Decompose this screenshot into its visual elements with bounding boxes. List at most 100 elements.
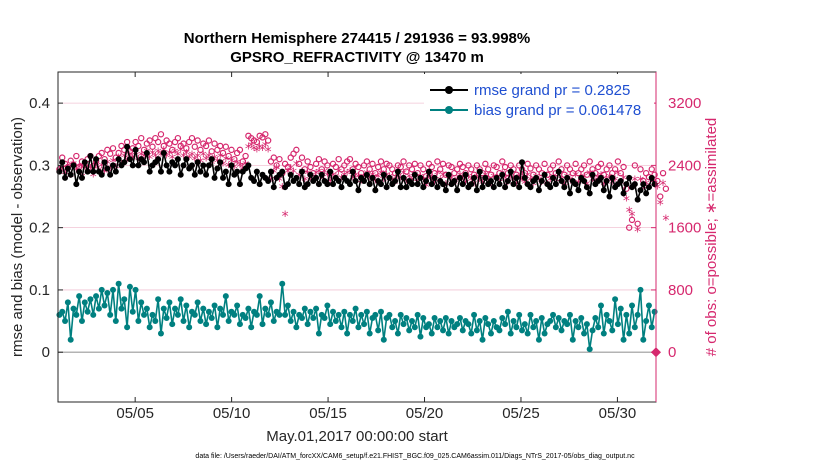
rmse-point [623, 181, 630, 188]
rmse-point [143, 149, 150, 156]
obs-possible-point [583, 171, 591, 178]
bias-point [98, 286, 105, 293]
obs-assimilated-point: * [324, 169, 331, 185]
obs-assimilated-point: * [440, 169, 447, 185]
obs-assimilated-point: * [623, 193, 630, 209]
obs-assimilated-point: * [629, 209, 636, 225]
bias-point [107, 311, 114, 318]
bias-point [454, 321, 461, 328]
obs-assimilated-point: * [634, 225, 641, 241]
legend-marker-rmse [445, 86, 453, 94]
bias-point [558, 327, 565, 334]
bias-point [183, 302, 190, 309]
obs-assimilated-point: * [366, 172, 373, 188]
bias-point [440, 327, 447, 334]
bias-point [64, 299, 71, 306]
bias-point [205, 308, 212, 315]
rmse-point [245, 162, 252, 169]
obs-assimilated-point: * [425, 169, 432, 185]
bias-point [476, 318, 483, 325]
rmse-point [172, 162, 179, 169]
rmse-point [307, 171, 314, 178]
obs-assimilated-point: * [301, 174, 308, 190]
bias-point [270, 318, 277, 325]
obs-possible-point [580, 162, 588, 169]
bias-point [242, 314, 249, 321]
rmse-point [482, 174, 489, 181]
obs-possible-point [166, 140, 173, 147]
bias-point [330, 308, 337, 315]
obs-assimilated-point: * [662, 213, 669, 229]
bias-point [160, 305, 167, 312]
bias-point [256, 293, 263, 300]
obs-assimilated-point: * [397, 172, 404, 188]
bias-point [349, 318, 356, 325]
bias-point [648, 324, 655, 331]
obs-assimilated-point: * [352, 169, 359, 185]
rmse-point [620, 190, 627, 197]
rmse-point [363, 171, 370, 178]
bias-point [259, 321, 266, 328]
bias-point [174, 311, 181, 318]
bias-point [595, 324, 602, 331]
obs-assimilated-point: * [279, 182, 286, 198]
rmse-point [349, 168, 356, 175]
obs-possible-point [363, 158, 371, 165]
obs-possible-point [397, 163, 404, 171]
bias-point [538, 314, 545, 321]
bias-point [597, 302, 604, 309]
bias-point [572, 318, 579, 325]
bias-point [287, 318, 294, 325]
bias-point [344, 330, 351, 337]
y-tick-label: 0.3 [29, 157, 50, 174]
bias-point [448, 318, 455, 325]
obs-possible-point [106, 150, 114, 157]
y-tick-label: 0.4 [29, 95, 50, 112]
bias-point [592, 314, 599, 321]
obs-assimilated-point: * [612, 174, 619, 190]
legend-label-rmse: rmse grand pr = 0.2825 [474, 82, 630, 99]
x-tick-label: 05/20 [406, 405, 444, 422]
rmse-point [78, 174, 85, 181]
rmse-point [589, 171, 596, 178]
obs-assimilated-point: * [93, 158, 100, 174]
obs-assimilated-point: * [346, 166, 353, 182]
obs-possible-point [662, 185, 670, 192]
rmse-point [423, 177, 430, 184]
obs-possible-point [611, 166, 619, 173]
obs-possible-point [448, 163, 455, 171]
rmse-point [471, 174, 478, 181]
obs-possible-point [614, 158, 622, 165]
bias-point [262, 305, 269, 312]
bias-point [253, 311, 260, 318]
bias-point [62, 318, 69, 325]
obs-possible-point [549, 162, 557, 169]
bias-point [146, 324, 153, 331]
bias-point [504, 308, 511, 315]
rmse-point [361, 177, 368, 184]
rmse-point [383, 184, 390, 191]
bias-point [581, 330, 588, 337]
bias-point [375, 327, 382, 334]
obs-possible-point [572, 160, 579, 168]
obs-possible-point [228, 146, 235, 154]
obs-possible-point [149, 143, 156, 150]
bias-point [552, 324, 559, 331]
bias-point [521, 321, 528, 328]
bias-point [95, 305, 102, 312]
bias-point [417, 333, 424, 340]
rmse-point [110, 162, 117, 169]
rmse-point [513, 174, 520, 181]
rmse-point [519, 159, 526, 166]
bias-point [121, 296, 128, 303]
rmse-point [217, 159, 224, 166]
rmse-point [228, 162, 235, 169]
obs-assimilated-point: * [172, 146, 179, 162]
rmse-point [552, 181, 559, 188]
bias-point [516, 311, 523, 318]
bias-point [380, 336, 387, 343]
obs-possible-point [586, 158, 593, 165]
obs-assimilated-point: * [220, 158, 227, 174]
bias-point [169, 321, 176, 328]
rmse-point [205, 162, 212, 169]
